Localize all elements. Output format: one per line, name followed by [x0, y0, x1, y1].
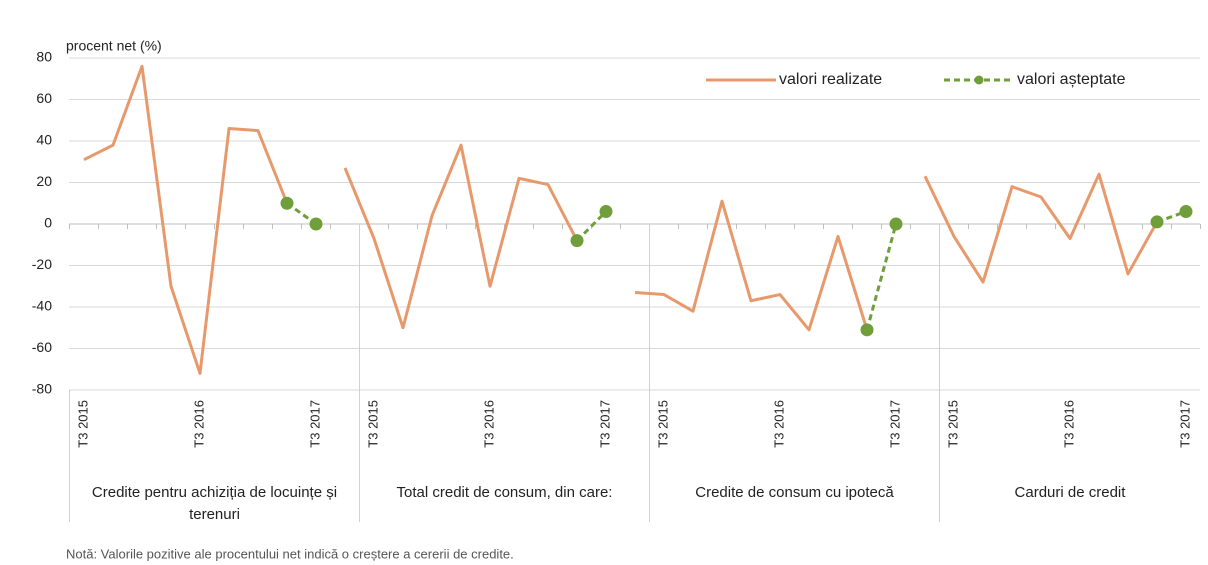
- x-tick-label: T3 2015: [945, 400, 960, 448]
- x-tick-label: T3 2017: [307, 400, 322, 448]
- legend-label: valori realizate: [779, 71, 882, 88]
- series-line: [83, 64, 1159, 375]
- y-tick-label: 80: [36, 49, 52, 65]
- x-tick-label: T3 2015: [655, 400, 670, 448]
- x-tick-label: T3 2016: [481, 400, 496, 448]
- y-tick-label: -20: [32, 256, 52, 272]
- y-axis-label: procent net (%): [66, 38, 162, 54]
- point: [889, 217, 903, 231]
- x-tick-label: T3 2016: [771, 400, 786, 448]
- y-tick-label: -60: [32, 339, 52, 355]
- x-tick-label: T3 2015: [365, 400, 380, 448]
- x-tick-label: T3 2015: [75, 400, 90, 448]
- x-tick-label: T3 2017: [597, 400, 612, 448]
- y-tick-label: 40: [36, 132, 52, 148]
- point: [1150, 215, 1164, 229]
- y-tick-label: 20: [36, 173, 52, 189]
- y-tick-label: 0: [44, 215, 52, 231]
- series-line: [286, 202, 1187, 331]
- note: Notă: Valorile pozitive ale procentului …: [66, 546, 514, 561]
- group-label: Credite pentru achiziția de locuințe și …: [91, 484, 338, 523]
- point: [860, 323, 874, 337]
- x-tick-label: T3 2017: [1177, 400, 1192, 448]
- y-tick-label: 60: [36, 90, 52, 106]
- legend-label: valori așteptate: [1017, 71, 1126, 88]
- y-tick-label: -80: [32, 381, 52, 397]
- x-tick-label: T3 2016: [191, 400, 206, 448]
- group-label: Credite de consum cu ipotecă: [695, 484, 894, 501]
- point: [280, 196, 294, 210]
- point: [570, 234, 584, 248]
- point: [309, 217, 323, 231]
- x-tick-label: T3 2017: [887, 400, 902, 448]
- point: [599, 205, 613, 219]
- point: [1179, 205, 1193, 219]
- x-tick-label: T3 2016: [1061, 400, 1076, 448]
- group-label: Carduri de credit: [1014, 484, 1126, 501]
- group-label: Total credit de consum, din care:: [396, 484, 613, 501]
- y-tick-label: -40: [32, 298, 52, 314]
- legend-dot: [974, 75, 984, 85]
